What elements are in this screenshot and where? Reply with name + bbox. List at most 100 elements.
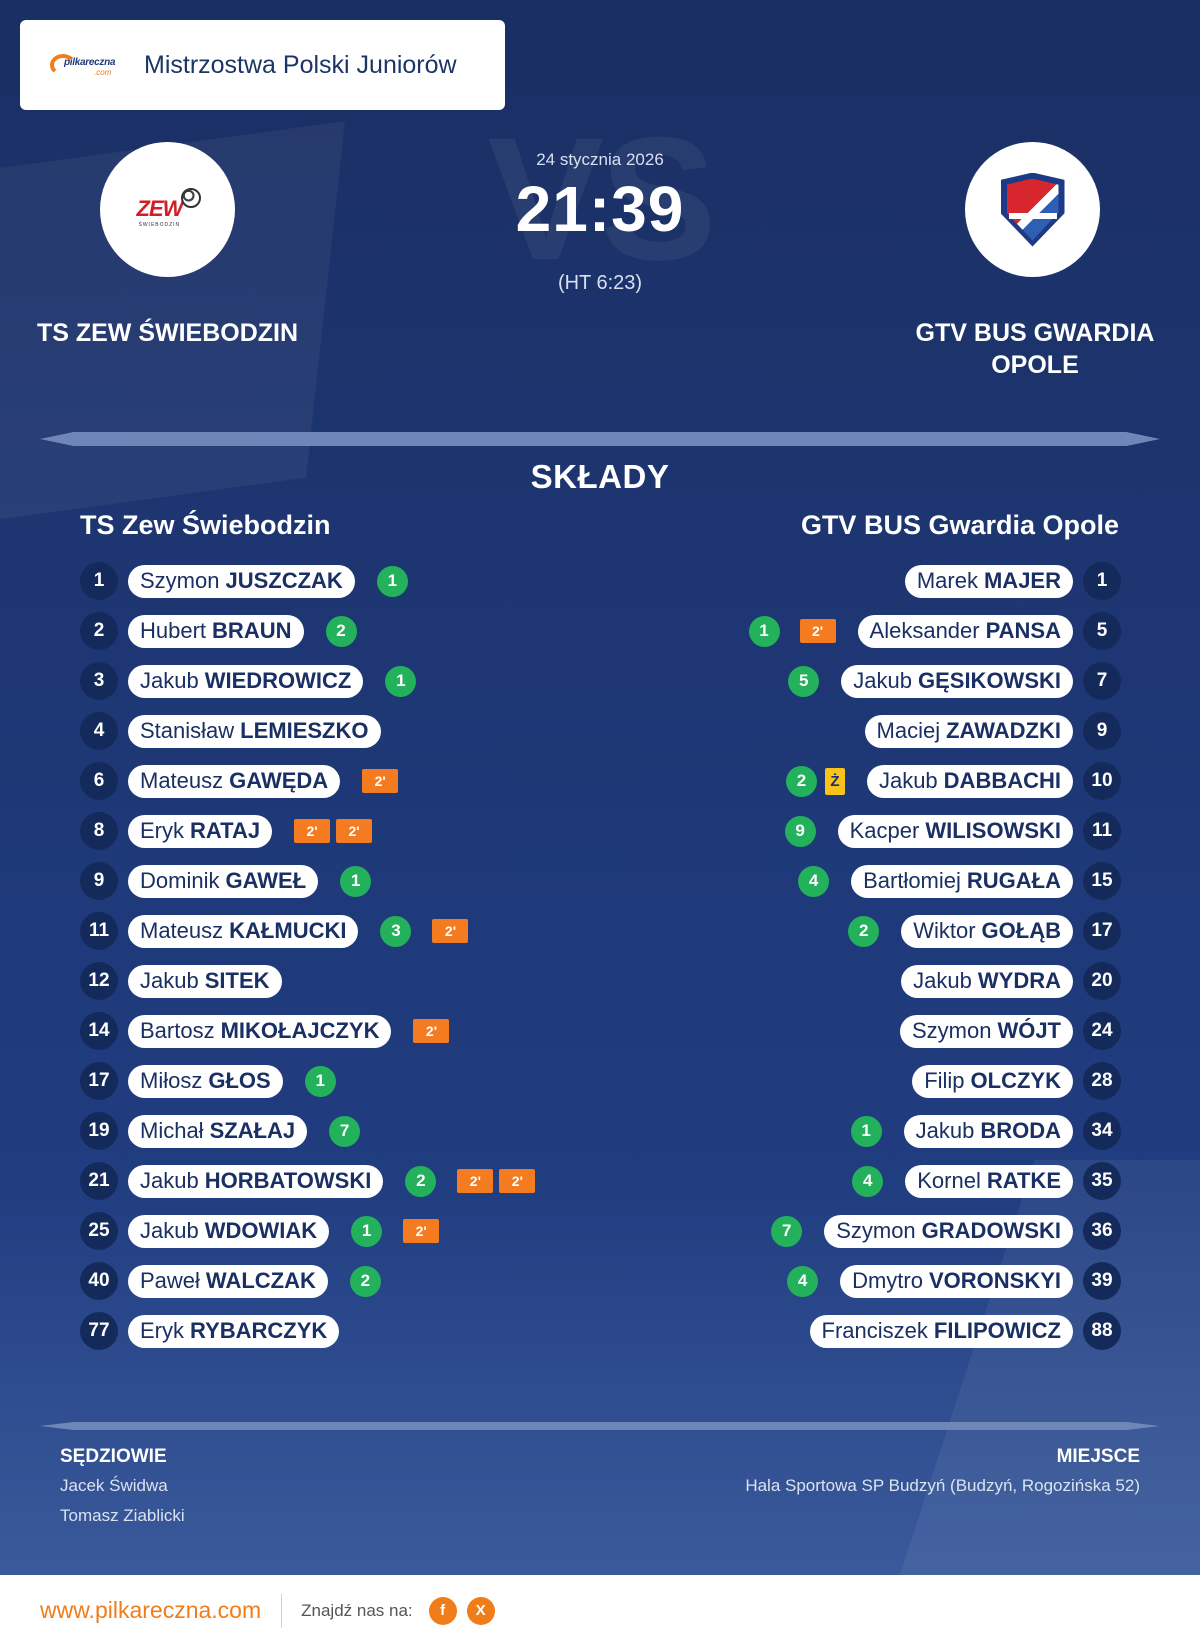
player-row: 17 Miłosz GŁOS 1 bbox=[80, 1056, 535, 1106]
player-row: Maciej ZAWADZKI 9 bbox=[749, 706, 1121, 756]
suspension-badge: 2' bbox=[799, 619, 836, 643]
website-link[interactable]: www.pilkareczna.com bbox=[40, 1597, 262, 1623]
player-stats: 4 bbox=[798, 865, 830, 897]
goals-badge: 1 bbox=[376, 565, 408, 597]
goals-badge: 9 bbox=[784, 815, 816, 847]
player-row: 4 Bartłomiej RUGAŁA 15 bbox=[749, 856, 1121, 906]
home-team-name: TS ZEW ŚWIEBODZIN bbox=[36, 319, 299, 347]
player-number: 28 bbox=[1083, 1062, 1121, 1100]
goals-badge: 3 bbox=[380, 915, 412, 947]
player-row: 5 Jakub GĘSIKOWSKI 7 bbox=[749, 656, 1121, 706]
league-header: pilkareczna .com Mistrzostwa Polski Juni… bbox=[20, 20, 505, 110]
away-team-logo bbox=[965, 142, 1100, 277]
player-name-pill: Hubert BRAUN bbox=[128, 614, 304, 648]
player-last-name: FILIPOWICZ bbox=[933, 1318, 1061, 1343]
player-row: Marek MAJER 1 bbox=[749, 556, 1121, 606]
player-row: 1 Szymon JUSZCZAK 1 bbox=[80, 556, 535, 606]
player-name-pill: Bartosz MIKOŁAJCZYK bbox=[128, 1014, 392, 1048]
suspension-badge: 2' bbox=[432, 919, 469, 943]
player-number: 5 bbox=[1083, 612, 1121, 650]
player-row: 9 Kacper WILISOWSKI 11 bbox=[749, 806, 1121, 856]
goals-badge: 2 bbox=[848, 915, 880, 947]
player-row: Filip OLCZYK 28 bbox=[749, 1056, 1121, 1106]
player-stats: 1 bbox=[385, 665, 417, 697]
suspension-badge: 2' bbox=[413, 1019, 450, 1043]
home-team-logo: ZEW ŚWIEBODZIN bbox=[100, 142, 235, 277]
player-first-name: Wiktor bbox=[913, 918, 976, 943]
player-first-name: Stanisław bbox=[140, 718, 235, 743]
player-number: 15 bbox=[1083, 862, 1121, 900]
player-row: 21 Jakub HORBATOWSKI 2 2' 2' bbox=[80, 1156, 536, 1206]
player-name-pill: Jakub WDOWIAK bbox=[128, 1214, 330, 1248]
player-stats: 1 bbox=[340, 865, 372, 897]
player-first-name: Eryk bbox=[140, 818, 184, 843]
player-row: 12 Jakub SITEK bbox=[80, 956, 535, 1006]
player-name-pill: Michał SZAŁAJ bbox=[128, 1114, 308, 1148]
player-name-pill: Jakub HORBATOWSKI bbox=[128, 1164, 384, 1198]
divider bbox=[40, 1422, 1160, 1430]
player-last-name: GAWĘDA bbox=[229, 768, 329, 793]
player-name-pill: Szymon GRADOWSKI bbox=[824, 1214, 1073, 1248]
player-last-name: ZAWADZKI bbox=[946, 718, 1061, 743]
player-first-name: Jakub bbox=[140, 968, 199, 993]
player-number: 7 bbox=[1083, 662, 1121, 700]
player-row: 25 Jakub WDOWIAK 1 2' bbox=[80, 1206, 535, 1256]
player-name-pill: Wiktor GOŁĄB bbox=[901, 914, 1073, 948]
officials-title: SĘDZIOWIE bbox=[60, 1446, 167, 1467]
player-row: 7 Szymon GRADOWSKI 36 bbox=[749, 1206, 1121, 1256]
player-last-name: RATAJ bbox=[190, 818, 261, 843]
goals-badge: 2 bbox=[349, 1265, 381, 1297]
player-name-pill: Mateusz GAWĘDA bbox=[128, 764, 341, 798]
player-number: 1 bbox=[80, 562, 118, 600]
player-name-pill: Eryk RATAJ bbox=[128, 814, 273, 848]
player-first-name: Franciszek bbox=[821, 1318, 928, 1343]
home-roster: 1 Szymon JUSZCZAK 1 2 Hubert BRAUN 2 3 Jakub WIEDR… bbox=[80, 556, 536, 1356]
player-name-pill: Jakub WIEDROWICZ bbox=[128, 664, 364, 698]
player-first-name: Dominik bbox=[140, 868, 220, 893]
player-first-name: Jakub bbox=[913, 968, 972, 993]
player-first-name: Eryk bbox=[140, 1318, 184, 1343]
away-team-name: GTV BUS GWARDIA OPOLE bbox=[915, 319, 1155, 379]
player-last-name: MIKOŁAJCZYK bbox=[220, 1018, 380, 1043]
player-stats: 7 bbox=[329, 1115, 361, 1147]
player-last-name: BRODA bbox=[980, 1118, 1061, 1143]
suspension-badge: 2' bbox=[457, 1169, 494, 1193]
player-last-name: PANSA bbox=[985, 618, 1061, 643]
player-name-pill: Szymon JUSZCZAK bbox=[128, 564, 355, 598]
goals-badge: 1 bbox=[748, 615, 780, 647]
player-last-name: MAJER bbox=[983, 568, 1061, 593]
player-last-name: WÓJT bbox=[997, 1018, 1061, 1043]
player-number: 25 bbox=[80, 1212, 118, 1250]
player-number: 17 bbox=[80, 1062, 118, 1100]
player-name-pill: Marek MAJER bbox=[904, 564, 1073, 598]
x-icon[interactable]: X bbox=[466, 1596, 495, 1625]
player-stats: 2' bbox=[362, 769, 399, 793]
player-number: 88 bbox=[1083, 1312, 1121, 1350]
facebook-icon[interactable]: f bbox=[428, 1596, 457, 1625]
goals-badge: 4 bbox=[798, 865, 830, 897]
goals-badge: 4 bbox=[787, 1265, 819, 1297]
away-roster: Marek MAJER 1 1 2' Aleksander PANSA 5 5 Jakub GĘSI… bbox=[748, 556, 1121, 1356]
player-number: 1 bbox=[1083, 562, 1121, 600]
player-number: 11 bbox=[1083, 812, 1121, 850]
player-number: 36 bbox=[1083, 1212, 1121, 1250]
player-last-name: SZAŁAJ bbox=[209, 1118, 296, 1143]
player-number: 20 bbox=[1083, 962, 1121, 1000]
player-name-pill: Kornel RATKE bbox=[905, 1164, 1073, 1198]
player-stats: 2 2' 2' bbox=[405, 1165, 536, 1197]
player-number: 12 bbox=[80, 962, 118, 1000]
player-first-name: Kornel bbox=[917, 1168, 981, 1193]
player-last-name: GRADOWSKI bbox=[921, 1218, 1061, 1243]
player-last-name: DABBACHI bbox=[943, 768, 1061, 793]
player-row: 4 Stanisław LEMIESZKO bbox=[80, 706, 535, 756]
suspension-badge: 2' bbox=[294, 819, 331, 843]
player-name-pill: Aleksander PANSA bbox=[857, 614, 1073, 648]
player-first-name: Jakub bbox=[878, 768, 938, 793]
player-row: 2 Wiktor GOŁĄB 17 bbox=[749, 906, 1121, 956]
official-name: Tomasz Ziablicki bbox=[60, 1506, 185, 1525]
player-name-pill: Jakub WYDRA bbox=[901, 964, 1073, 998]
player-stats: 2' 2' bbox=[294, 819, 373, 843]
goals-badge: 5 bbox=[788, 665, 820, 697]
player-name-pill: Szymon WÓJT bbox=[899, 1014, 1073, 1048]
player-name-pill: Mateusz KAŁMUCKI bbox=[128, 914, 359, 948]
